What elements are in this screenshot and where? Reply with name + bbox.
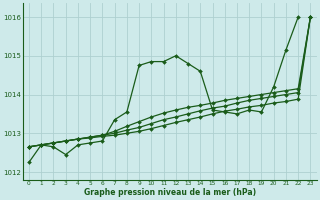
- X-axis label: Graphe pression niveau de la mer (hPa): Graphe pression niveau de la mer (hPa): [84, 188, 256, 197]
